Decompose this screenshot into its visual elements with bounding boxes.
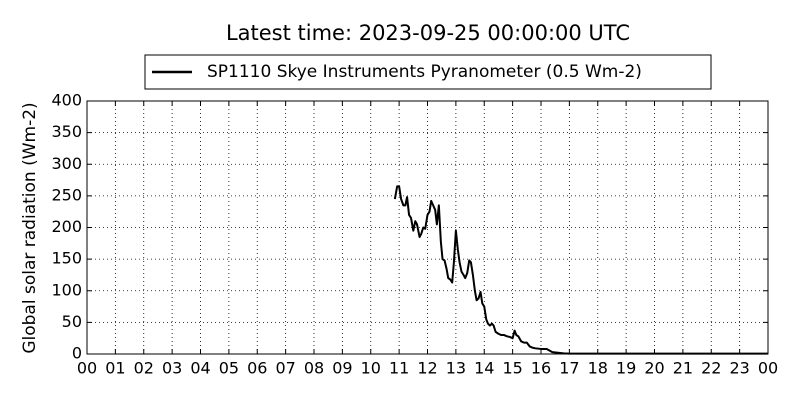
x-tick-label: 21 bbox=[673, 359, 693, 378]
y-tick-label: 250 bbox=[51, 185, 82, 204]
x-tick-label: 15 bbox=[502, 359, 522, 378]
plot-frame bbox=[86, 100, 769, 355]
x-tick-label: 11 bbox=[389, 359, 409, 378]
x-tick-label: 08 bbox=[304, 359, 324, 378]
y-tick-label: 0 bbox=[72, 344, 82, 363]
data-line bbox=[393, 185, 768, 355]
x-tick-label: 20 bbox=[644, 359, 664, 378]
y-tick-label: 350 bbox=[51, 122, 82, 141]
x-tick-label: 05 bbox=[219, 359, 239, 378]
x-tick-label: 07 bbox=[275, 359, 295, 378]
x-tick-label: 13 bbox=[446, 359, 466, 378]
y-tick-label: 400 bbox=[51, 91, 82, 110]
legend-label: SP1110 Skye Instruments Pyranometer (0.5… bbox=[207, 62, 642, 82]
x-tick-label: 09 bbox=[332, 359, 352, 378]
legend-box bbox=[144, 54, 712, 90]
y-tick-label: 50 bbox=[62, 312, 82, 331]
y-tick-label: 100 bbox=[51, 280, 82, 299]
x-tick-label: 04 bbox=[190, 359, 210, 378]
x-tick-label: 10 bbox=[361, 359, 381, 378]
y-tick-label: 200 bbox=[51, 217, 82, 236]
x-tick-label: 02 bbox=[134, 359, 154, 378]
x-tick-label: 00 bbox=[758, 359, 778, 378]
x-tick-label: 22 bbox=[701, 359, 721, 378]
y-axis-label: Global solar radiation (Wm-2) bbox=[20, 102, 40, 353]
y-tick-label: 150 bbox=[51, 249, 82, 268]
chart-title: Latest time: 2023-09-25 00:00:00 UTC bbox=[226, 21, 630, 45]
y-tick-label: 300 bbox=[51, 154, 82, 173]
x-tick-label: 16 bbox=[531, 359, 551, 378]
x-tick-label: 01 bbox=[105, 359, 125, 378]
x-tick-label: 19 bbox=[616, 359, 636, 378]
x-tick-label: 00 bbox=[77, 359, 97, 378]
x-tick-label: 03 bbox=[162, 359, 182, 378]
x-tick-label: 12 bbox=[417, 359, 437, 378]
x-tick-label: 06 bbox=[247, 359, 267, 378]
x-tick-label: 17 bbox=[559, 359, 579, 378]
x-tick-label: 14 bbox=[474, 359, 494, 378]
x-tick-label: 23 bbox=[729, 359, 749, 378]
x-tick-label: 18 bbox=[588, 359, 608, 378]
